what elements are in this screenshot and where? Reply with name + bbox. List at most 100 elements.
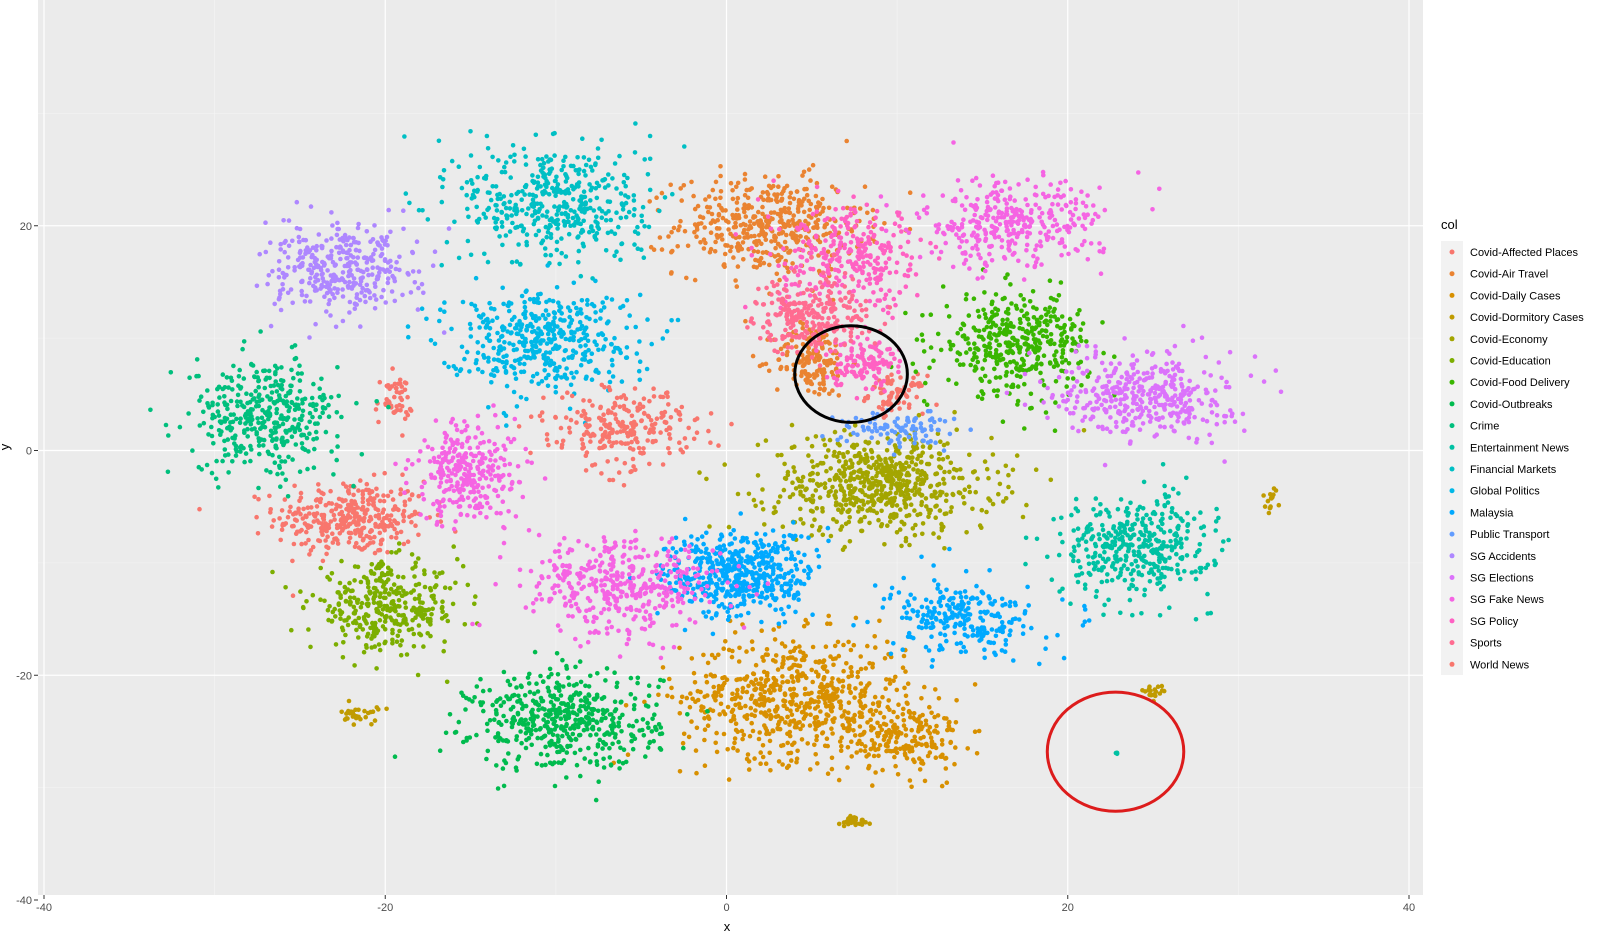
data-point [676,227,681,233]
data-point [310,592,316,598]
data-point [1075,526,1081,531]
data-point [1053,400,1058,405]
data-point [957,475,962,481]
data-point [827,621,833,627]
data-point [982,312,988,317]
data-point [803,377,808,383]
data-point [722,251,728,257]
data-point [735,245,740,251]
data-point [994,338,999,343]
data-point [417,631,422,637]
data-point [906,744,912,749]
data-point [768,716,773,722]
data-point [1024,328,1030,334]
data-point [1153,563,1159,569]
data-point [893,763,898,769]
data-point [737,234,742,240]
data-point [786,269,791,275]
data-point [826,493,831,499]
data-point [317,538,323,544]
data-point [524,737,529,743]
data-point [1031,332,1036,338]
data-point [555,749,560,755]
data-point [355,520,361,525]
data-point [400,433,405,438]
data-point [910,526,916,531]
data-point [737,645,742,651]
data-point [509,720,515,726]
data-point [635,675,641,681]
data-point [500,766,506,771]
data-point [844,138,849,144]
data-point [1146,544,1151,549]
data-point [777,277,782,283]
data-point [402,387,408,393]
data-point [380,519,385,524]
data-point [401,541,407,547]
data-point [671,225,677,231]
data-point [564,663,569,669]
data-point [562,714,568,719]
data-point [911,375,916,381]
data-point [283,393,289,399]
data-point [439,262,445,268]
data-point [852,496,857,501]
data-point [1048,477,1054,483]
grid-major [38,0,1423,901]
data-point [852,453,858,459]
data-point [603,218,609,223]
data-point [901,718,907,723]
data-point [714,749,720,755]
data-point [799,700,804,706]
data-point [997,326,1003,332]
data-point [397,381,403,386]
data-point [347,595,353,600]
data-point [740,240,746,245]
data-point [392,381,398,387]
data-point [942,511,948,517]
data-point [559,250,564,256]
data-point [814,737,819,743]
data-point [818,482,824,487]
data-point [255,416,260,421]
data-point [946,720,952,726]
data-point [617,766,622,771]
data-point [348,709,354,714]
data-point [621,180,627,185]
data-point [1051,364,1057,370]
data-point [204,462,210,468]
data-point [789,338,795,343]
data-point [324,544,329,550]
data-point [292,417,297,422]
data-point [964,530,969,535]
data-point [317,386,323,392]
data-point [254,431,259,437]
data-point [808,471,814,477]
data-point [733,727,739,733]
data-point [966,341,971,346]
data-point [632,703,637,708]
data-point [289,627,294,633]
data-point [687,704,693,710]
data-point [209,424,214,430]
data-point [601,711,606,717]
data-point [293,442,299,447]
data-point [226,470,231,475]
data-point [970,470,976,475]
data-point [306,449,311,454]
data-point [887,730,893,736]
data-point [1048,314,1054,319]
data-point [1262,504,1268,509]
data-point [906,464,912,469]
data-point [752,713,757,719]
data-point [915,469,920,475]
data-point [453,580,458,586]
data-point [880,767,885,773]
data-point [764,714,769,719]
data-point [256,443,262,448]
data-point [931,531,936,536]
data-point [779,196,785,202]
data-point [514,768,519,773]
data-point [268,507,274,512]
data-point [533,727,539,733]
